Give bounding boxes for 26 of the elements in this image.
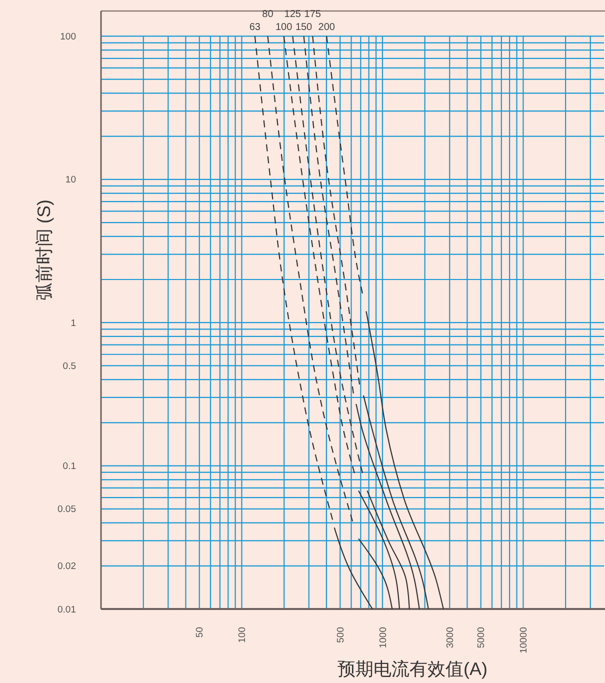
series-label: 150 (295, 22, 313, 34)
y-tick-label: 1 (70, 318, 76, 329)
line-series (312, 36, 360, 385)
y-tick-label: 0.01 (58, 604, 76, 616)
series-label: 100 (275, 22, 293, 34)
y-tick-label: 0.05 (58, 504, 76, 516)
x-tick-label: 3000 (444, 627, 456, 648)
series-label: 80 (262, 9, 274, 20)
y-tick-label: 0.02 (58, 561, 76, 572)
y-tick-label: 0.1 (62, 461, 76, 472)
y-tick-label: 0.5 (62, 361, 76, 372)
series-label: 63 (249, 22, 261, 34)
x-tick-label: 100 (237, 627, 248, 643)
series-label: 200 (318, 22, 336, 34)
line-series (303, 36, 354, 394)
x-tick-label: 1000 (378, 627, 389, 648)
series-label: 125 (284, 9, 302, 20)
y-tick-label: 100 (60, 32, 76, 43)
x-tick-label: 500 (335, 627, 346, 643)
x-tick-label: 5000 (476, 627, 488, 648)
series-label: 175 (304, 9, 322, 20)
y-axis-title: 弧前时间 (S) (34, 200, 54, 300)
x-axis-title: 预期电流有效值(A) (338, 659, 488, 679)
x-tick-label: 50 (194, 627, 206, 638)
y-tick-label: 10 (65, 174, 76, 186)
x-tick-label: 10000 (518, 627, 530, 654)
